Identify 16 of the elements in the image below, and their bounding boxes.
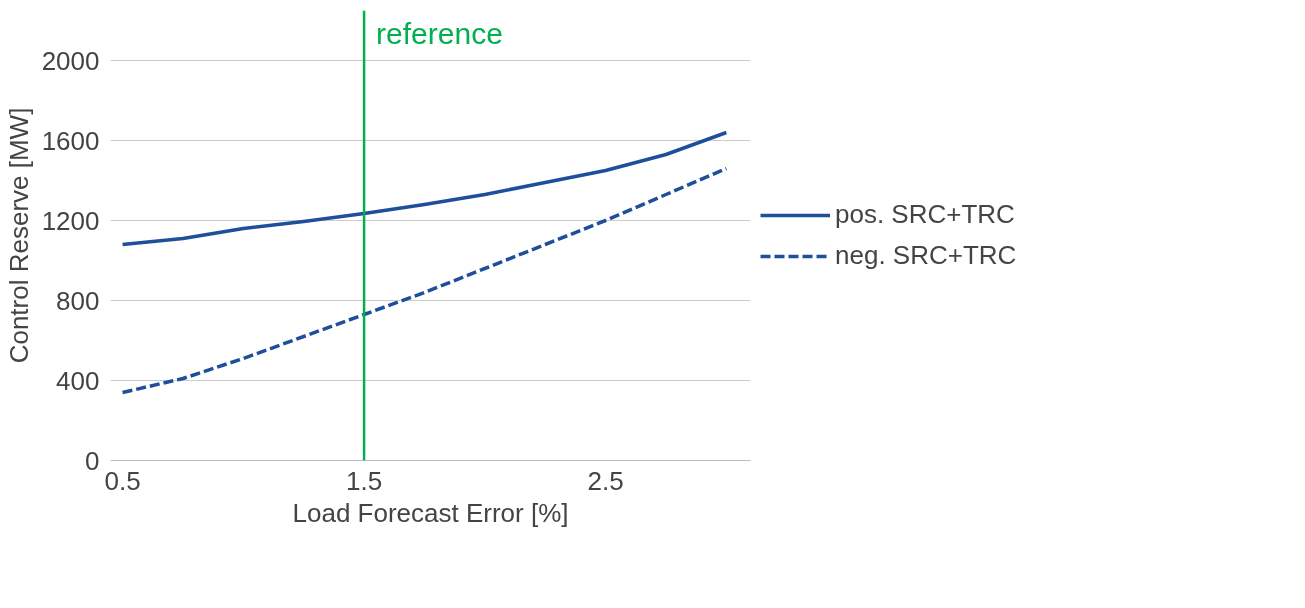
- line-series: [120, 166, 729, 395]
- x-axis-title: Load Forecast Error [%]: [292, 497, 569, 528]
- line-series: [120, 130, 729, 247]
- ref-line-label: reference: [376, 16, 503, 50]
- y-tick-label: 0: [85, 445, 100, 476]
- y-tick-label: 1600: [41, 125, 100, 156]
- x-tick-label: 1.5: [346, 465, 383, 496]
- y-tick-label: 400: [56, 365, 100, 396]
- x-tick-label: 2.5: [587, 465, 624, 496]
- y-tick-label: 800: [56, 285, 100, 316]
- x-tick-label: 0.5: [104, 465, 141, 496]
- y-tick-label: 2000: [41, 45, 100, 76]
- legend-label: neg. SRC+TRC: [835, 240, 1017, 271]
- y-tick-label: 1200: [41, 205, 100, 236]
- y-axis-title: Control Reserve [MW]: [3, 107, 34, 364]
- legend-label: pos. SRC+TRC: [835, 199, 1015, 230]
